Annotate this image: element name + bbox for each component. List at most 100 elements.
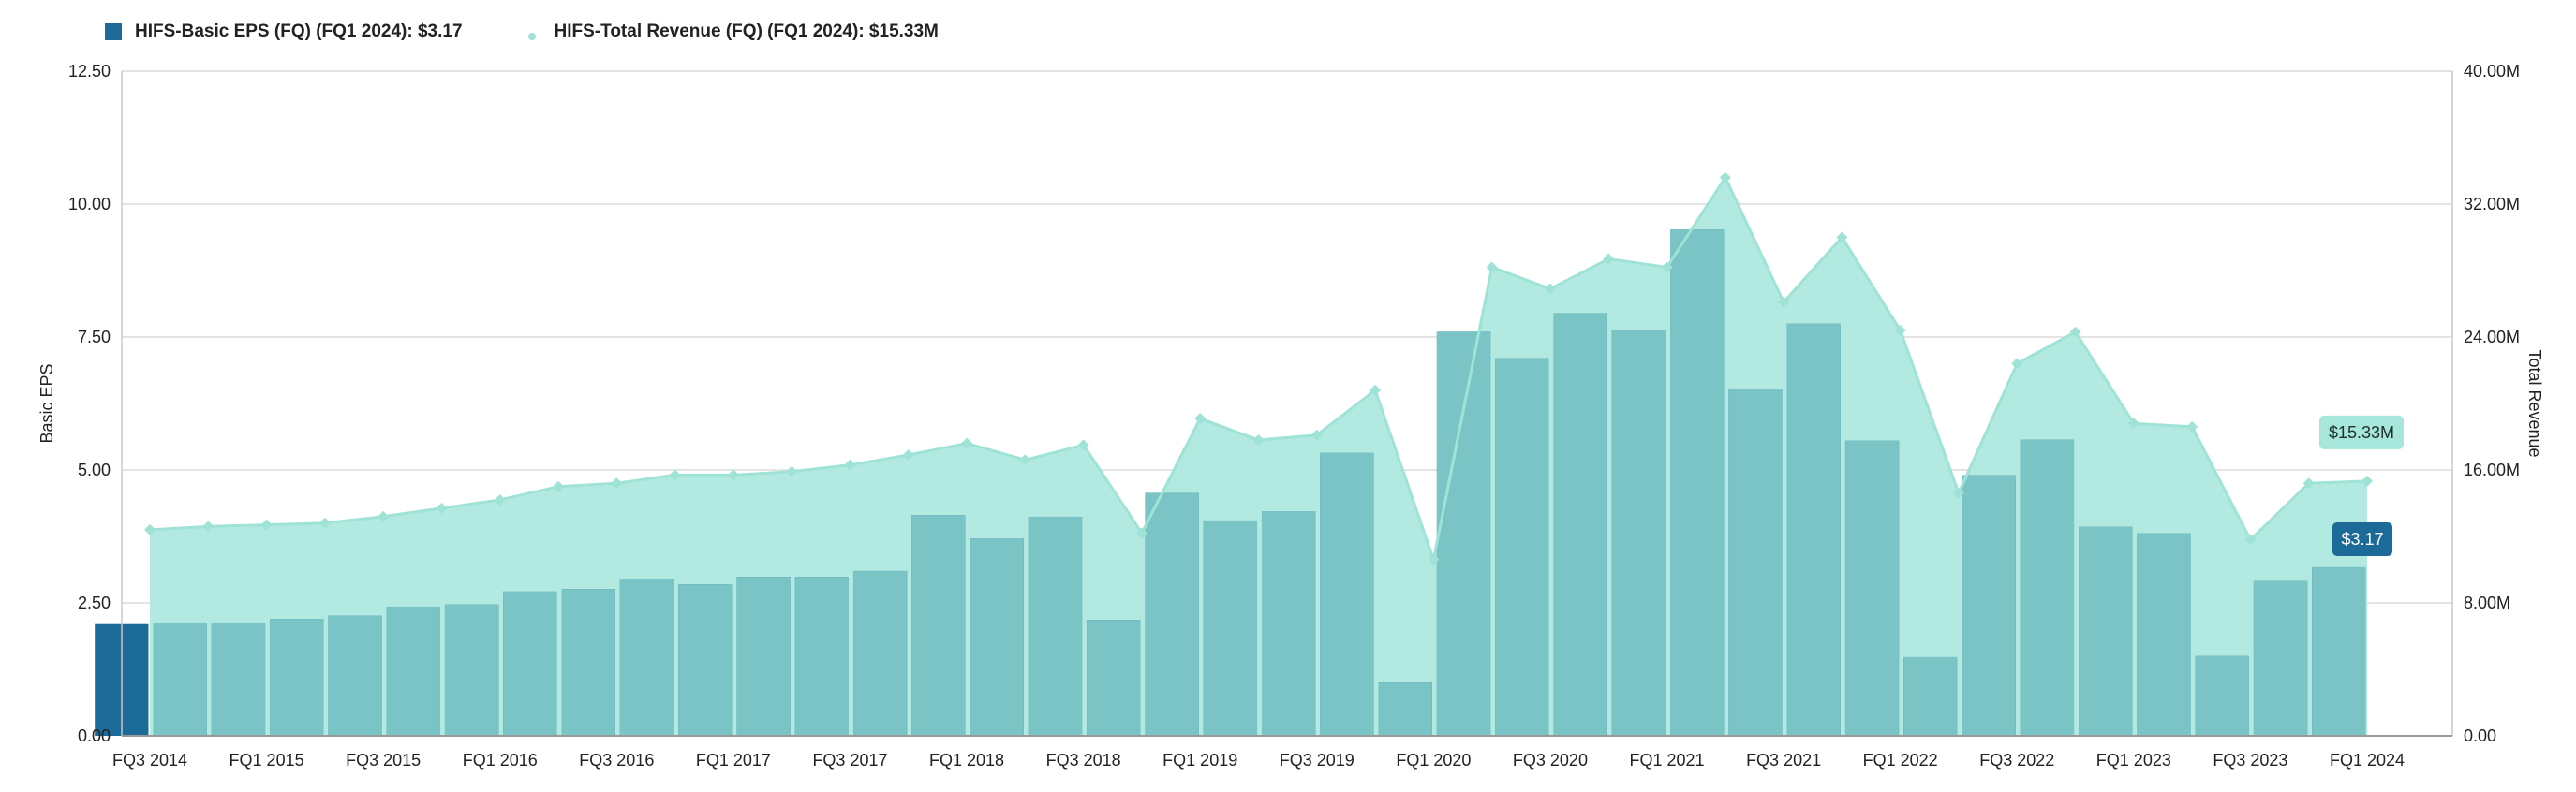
eps-bar-overlap (1378, 682, 1432, 736)
eps-bar-overlap (1495, 358, 1549, 736)
revenue-point (961, 437, 973, 449)
callout-layer: $15.33M $3.17 (2319, 415, 2404, 556)
eps-bar-overlap (561, 589, 615, 736)
revenue-point (611, 477, 623, 490)
y-left-tick-label: 7.50 (78, 328, 111, 346)
revenue-point (1661, 261, 1673, 273)
y-left-tick-label: 2.50 (78, 594, 111, 612)
revenue-point (202, 521, 215, 533)
y-left-tick-label: 12.50 (68, 62, 111, 81)
x-tick-label: FQ3 2019 (1280, 751, 1355, 770)
eps-bar-overlap (270, 619, 324, 736)
eps-bar-overlap (2253, 580, 2308, 736)
x-tick-label: FQ3 2016 (579, 751, 654, 770)
eps-bar-overlap (1261, 511, 1316, 736)
chart-legend: HIFS-Basic EPS (FQ) (FQ1 2024): $3.17 HI… (105, 19, 1004, 45)
revenue-point (2244, 534, 2257, 546)
eps-bar-overlap (1028, 516, 1083, 736)
eps-bar-overlap (386, 606, 440, 736)
revenue-point (2186, 420, 2198, 433)
y-left-axis-title: Basic EPS (37, 363, 56, 443)
legend-item-eps[interactable]: HIFS-Basic EPS (FQ) (FQ1 2024): $3.17 (105, 22, 463, 42)
y-right-tick-label: 24.00M (2464, 328, 2520, 346)
x-tick-label: FQ1 2016 (463, 751, 538, 770)
y-right-tick-label: 32.00M (2464, 195, 2520, 213)
x-tick-label: FQ1 2023 (2096, 751, 2171, 770)
revenue-point (144, 523, 155, 535)
x-tick-label: FQ1 2020 (1396, 751, 1471, 770)
eps-bar-overlap (794, 577, 849, 736)
revenue-point (1369, 384, 1382, 396)
x-tick-label: FQ1 2018 (929, 751, 1004, 770)
revenue-point (1310, 429, 1323, 441)
x-tick-label: FQ3 2023 (2213, 751, 2287, 770)
y-right-tick-label: 8.00M (2464, 594, 2510, 612)
revenue-point (844, 459, 856, 471)
legend-item-revenue[interactable]: HIFS-Total Revenue (FQ) (FQ1 2024): $15.… (527, 22, 939, 42)
legend-swatch-eps (105, 23, 122, 40)
revenue-point (1019, 454, 1031, 466)
eps-callout-box (2332, 521, 2392, 556)
revenue-point (1544, 283, 1556, 295)
eps-bar-overlap (2020, 439, 2075, 736)
revenue-point (1135, 527, 1147, 539)
revenue-point (1194, 412, 1207, 424)
revenue-point (436, 502, 448, 514)
x-tick-label: FQ1 2022 (1863, 751, 1938, 770)
revenue-point (1778, 296, 1790, 308)
eps-bar-overlap (1903, 656, 1958, 736)
eps-bar-layer (95, 229, 2366, 736)
eps-bar-overlap (1087, 620, 1141, 736)
revenue-point (1603, 253, 1615, 265)
eps-bar-overlap (1145, 492, 1199, 736)
revenue-callout-box (2319, 415, 2404, 449)
eps-bar-overlap (2312, 566, 2366, 736)
legend-label-revenue: HIFS-Total Revenue (FQ) (FQ1 2024): $15.… (554, 22, 939, 41)
revenue-point (553, 480, 565, 492)
eps-bar-overlap (1670, 229, 1725, 736)
eps-bar-overlap (678, 584, 733, 736)
y-right-axis-title: Total Revenue (2525, 349, 2544, 457)
x-tick-label: FQ1 2021 (1629, 751, 1704, 770)
eps-bar-overlap (911, 515, 966, 736)
revenue-point (1952, 487, 1964, 499)
revenue-point (902, 449, 914, 462)
y-left-tick-label: 5.00 (78, 461, 111, 479)
eps-bar-overlap (153, 623, 207, 736)
revenue-point (1719, 171, 1731, 183)
eps-bar-overlap (2195, 655, 2249, 736)
revenue-point (1428, 553, 1440, 565)
y-right-tick-label: 40.00M (2464, 62, 2520, 81)
eps-bar-overlap (619, 579, 674, 736)
x-tick-label: FQ1 2017 (696, 751, 771, 770)
revenue-point (727, 469, 739, 481)
eps-bar-overlap (503, 591, 557, 736)
eps-bar-overlap (2137, 533, 2191, 736)
eps-callout-text: $3.17 (2341, 530, 2383, 549)
eps-bar-overlap (1320, 452, 1374, 736)
x-tick-label: FQ3 2020 (1513, 751, 1588, 770)
eps-bar-overlap (328, 615, 382, 736)
x-tick-label: FQ1 2024 (2330, 751, 2405, 770)
revenue-point (2069, 326, 2081, 338)
revenue-marker-layer (144, 171, 2373, 565)
x-tick-label: FQ3 2021 (1746, 751, 1821, 770)
revenue-point (1077, 439, 1089, 451)
eps-bar-overlap (1436, 331, 1491, 736)
x-tick-label: FQ1 2019 (1162, 751, 1237, 770)
revenue-point (2011, 358, 2023, 370)
eps-bar-overlap (1844, 440, 1900, 736)
x-tick-label: FQ3 2018 (1046, 751, 1121, 770)
eps-bar-overlap (1553, 313, 1607, 736)
y-right-tick-label: 0.00 (2464, 726, 2496, 745)
eps-bar-overlap (1728, 389, 1783, 736)
revenue-point (2127, 418, 2139, 430)
legend-label-eps: HIFS-Basic EPS (FQ) (FQ1 2024): $3.17 (135, 22, 463, 41)
legend-swatch-revenue (527, 33, 536, 40)
revenue-point (669, 469, 681, 481)
x-tick-label: FQ3 2015 (346, 751, 421, 770)
eps-bar-overlap (1203, 520, 1258, 736)
eps-bar-overlap (444, 604, 499, 736)
eps-bar-overlap (1962, 475, 2016, 736)
